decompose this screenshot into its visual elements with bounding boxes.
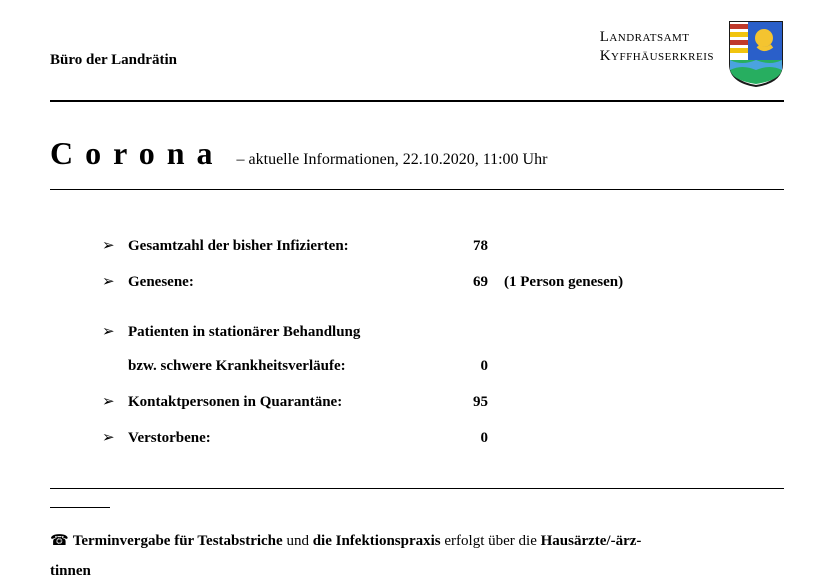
stats-divider <box>50 488 784 489</box>
bullet-icon: ➢ <box>102 270 128 294</box>
stat-value: 95 <box>448 390 488 414</box>
stat-deceased: ➢ Verstorbene: 0 <box>102 426 784 450</box>
bullet-icon: ➢ <box>102 320 128 344</box>
header-divider <box>50 100 784 102</box>
stat-recovered: ➢ Genesene: 69 (1 Person genesen) <box>102 270 784 294</box>
footer-seg5: Hausärzte/-ärz- <box>541 533 642 549</box>
page-title: Corona <box>50 128 225 179</box>
stat-quarantine: ➢ Kontaktpersonen in Quarantäne: 95 <box>102 390 784 414</box>
footer-seg6: tinnen <box>50 563 91 579</box>
stat-label: Verstorbene: <box>128 426 448 450</box>
footer-seg2: und <box>283 533 313 549</box>
bullet-icon: ➢ <box>102 426 128 450</box>
crest-icon <box>728 20 784 88</box>
stat-label: Patienten in stationärer Behandlung bzw.… <box>128 320 448 378</box>
bullet-icon: ➢ <box>102 390 128 414</box>
stat-label: Genesene: <box>128 270 448 294</box>
stat-label-line2: bzw. schwere Krankheitsverläufe: <box>128 354 448 378</box>
authority-name: Landratsamt Kyffhäuserkreis <box>600 20 714 66</box>
footer-seg4: erfolgt über die <box>441 533 541 549</box>
stat-total-infected: ➢ Gesamtzahl der bisher Infizierten: 78 <box>102 234 784 258</box>
page-subtitle: – aktuelle Informationen, 22.10.2020, 11… <box>237 147 548 173</box>
stat-label-line1: Patienten in stationärer Behandlung <box>128 324 360 340</box>
stat-value: 0 <box>448 426 488 450</box>
title-line: Corona – aktuelle Informationen, 22.10.2… <box>50 128 784 179</box>
footer-seg1: Terminvergabe für Testabstriche <box>73 533 283 549</box>
office-name: Büro der Landrätin <box>50 20 177 72</box>
authority-line1: Landratsamt <box>600 28 714 47</box>
stat-label: Gesamtzahl der bisher Infizierten: <box>128 234 448 258</box>
bullet-icon: ➢ <box>102 234 128 258</box>
footer-text: ☎Terminvergabe für Testabstriche und die… <box>50 526 784 586</box>
authority-line2: Kyffhäuserkreis <box>600 47 714 66</box>
stat-label: Kontaktpersonen in Quarantäne: <box>128 390 448 414</box>
document-header: Büro der Landrätin Landratsamt Kyffhäuse… <box>50 20 784 88</box>
authority-block: Landratsamt Kyffhäuserkreis <box>600 20 784 88</box>
phone-icon: ☎ <box>50 533 69 549</box>
stat-value: 78 <box>448 234 488 258</box>
stats-list: ➢ Gesamtzahl der bisher Infizierten: 78 … <box>50 212 784 470</box>
stat-inpatient: ➢ Patienten in stationärer Behandlung bz… <box>102 320 784 378</box>
title-divider <box>50 189 784 190</box>
stat-value: 0 <box>448 354 488 378</box>
footer-seg3: die Infektionspraxis <box>313 533 441 549</box>
stat-note: (1 Person genesen) <box>488 270 623 294</box>
footer-dash <box>50 507 110 508</box>
stat-value: 69 <box>448 270 488 294</box>
